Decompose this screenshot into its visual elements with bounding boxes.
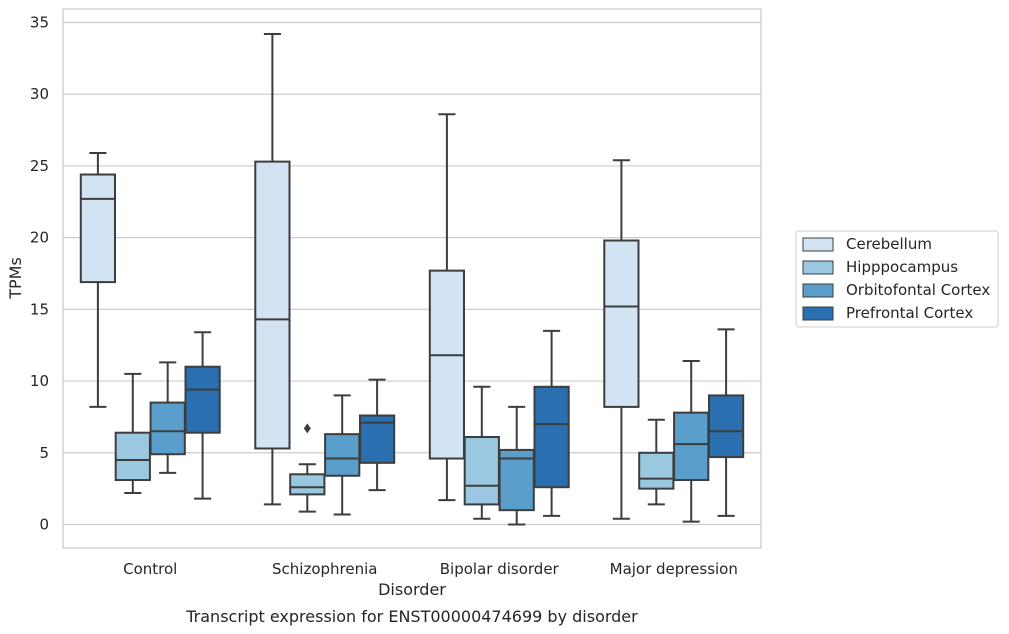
box-iqr bbox=[673, 411, 710, 482]
box-iqr bbox=[324, 433, 361, 477]
box-iqr bbox=[114, 431, 151, 482]
y-axis-label: TPMs bbox=[6, 257, 25, 300]
x-tick-label: Schizophrenia bbox=[272, 560, 377, 578]
x-tick-label: Bipolar disorder bbox=[440, 560, 560, 578]
box-iqr bbox=[184, 365, 221, 434]
legend: Cerebellum Hipppocampus Orbitofontal Corte… bbox=[795, 230, 999, 328]
y-tick-label: 30 bbox=[30, 85, 49, 103]
box-2-1 bbox=[463, 385, 500, 520]
box-0-0 bbox=[79, 152, 117, 408]
chart-caption: Transcript expression for ENST0000047469… bbox=[185, 607, 638, 626]
legend-swatch bbox=[802, 237, 834, 252]
legend-frame bbox=[795, 230, 999, 328]
legend-swatch bbox=[802, 260, 834, 275]
y-tick-label: 5 bbox=[39, 444, 49, 462]
box-0-1 bbox=[114, 372, 151, 494]
x-tick-label: Major depression bbox=[610, 560, 738, 578]
box-1-3 bbox=[358, 378, 396, 492]
x-tick-labels: Control Schizophrenia Bipolar disorder Majo… bbox=[123, 560, 738, 578]
y-tick-label: 0 bbox=[39, 516, 49, 534]
x-tick-label: Control bbox=[123, 560, 177, 578]
legend-label: Hipppocampus bbox=[846, 258, 958, 276]
box-2-2 bbox=[498, 405, 535, 526]
box-1-0 bbox=[254, 32, 291, 506]
box-iqr bbox=[428, 269, 466, 460]
box-iqr bbox=[149, 401, 186, 456]
box-groups bbox=[79, 32, 745, 526]
y-tick-labels: 0 5 10 15 20 25 30 35 bbox=[30, 14, 49, 534]
box-1-2 bbox=[324, 394, 361, 516]
legend-label: Prefrontal Cortex bbox=[846, 304, 973, 322]
box-iqr bbox=[463, 436, 500, 506]
box-3-0 bbox=[603, 159, 640, 520]
box-0-3 bbox=[184, 331, 221, 500]
plot-frame bbox=[62, 8, 762, 549]
y-tick-label: 25 bbox=[30, 157, 49, 175]
box-3-3 bbox=[707, 328, 745, 517]
box-0-2 bbox=[149, 361, 186, 474]
box-iqr bbox=[533, 385, 570, 489]
legend-swatch bbox=[802, 283, 834, 298]
box-3-1 bbox=[638, 418, 675, 506]
box-iqr bbox=[707, 394, 745, 459]
y-tick-label: 35 bbox=[30, 14, 49, 32]
y-tick-label: 10 bbox=[30, 372, 49, 390]
y-tick-label: 15 bbox=[30, 300, 49, 318]
y-tick-label: 20 bbox=[30, 229, 49, 247]
box-1-1 bbox=[289, 423, 326, 513]
box-iqr bbox=[603, 239, 640, 408]
box-iqr bbox=[638, 451, 675, 490]
box-iqr bbox=[289, 473, 326, 496]
box-iqr bbox=[79, 173, 117, 284]
legend-label: Orbitofontal Cortex bbox=[846, 281, 990, 299]
box-3-2 bbox=[673, 359, 710, 523]
legend-label: Cerebellum bbox=[846, 235, 932, 253]
legend-swatch bbox=[802, 306, 834, 321]
box-iqr bbox=[254, 160, 291, 450]
box-2-3 bbox=[533, 329, 570, 517]
outlier-point bbox=[303, 423, 311, 434]
box-2-0 bbox=[428, 113, 466, 502]
x-axis-label: Disorder bbox=[378, 580, 446, 599]
